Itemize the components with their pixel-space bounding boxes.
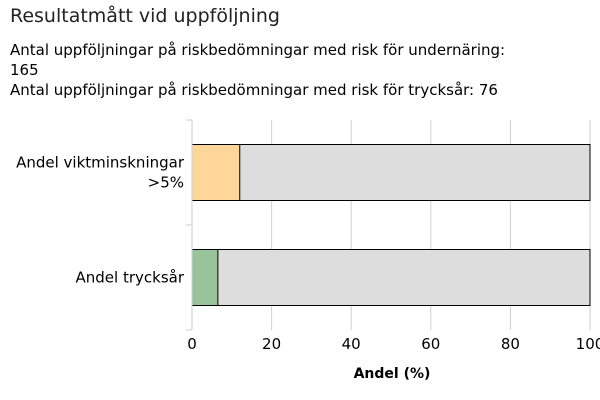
stat-malnutrition-value: 165 [10,61,39,79]
x-tick-label-60: 60 [421,335,440,353]
summary-stats: Antal uppföljningar på riskbedömningar m… [10,40,505,100]
bar-remainder-1 [191,249,591,306]
stat-malnutrition-label: Antal uppföljningar på riskbedömningar m… [10,41,506,59]
bar-remainder-0 [191,144,591,201]
stat-pressure-ulcer-text: Antal uppföljningar på riskbedömningar m… [10,80,505,100]
chart-title: Resultatmått vid uppföljning [10,5,280,27]
x-tick-label-0: 0 [187,335,197,353]
category-label-0-0: Andel viktminskningar [16,154,185,172]
category-label-1-0: Andel trycksår [76,269,185,287]
bar-value-0 [191,144,241,201]
stat-pressure-ulcer-label: Antal uppföljningar på riskbedömningar m… [10,81,475,99]
bars [191,144,591,306]
x-tick-label-20: 20 [262,335,281,353]
x-axis-title: Andel (%) [354,366,431,382]
bar-value-1 [191,249,219,306]
x-tick-label-100: 100 [576,335,600,353]
stat-pressure-ulcer-value: 76 [478,81,498,99]
category-label-0-1: >5% [148,174,184,192]
x-tick-label-80: 80 [501,335,520,353]
axes: Andel viktminskningar >5% Andel trycksår 0 2… [16,119,600,382]
x-tick-label-40: 40 [342,335,361,353]
